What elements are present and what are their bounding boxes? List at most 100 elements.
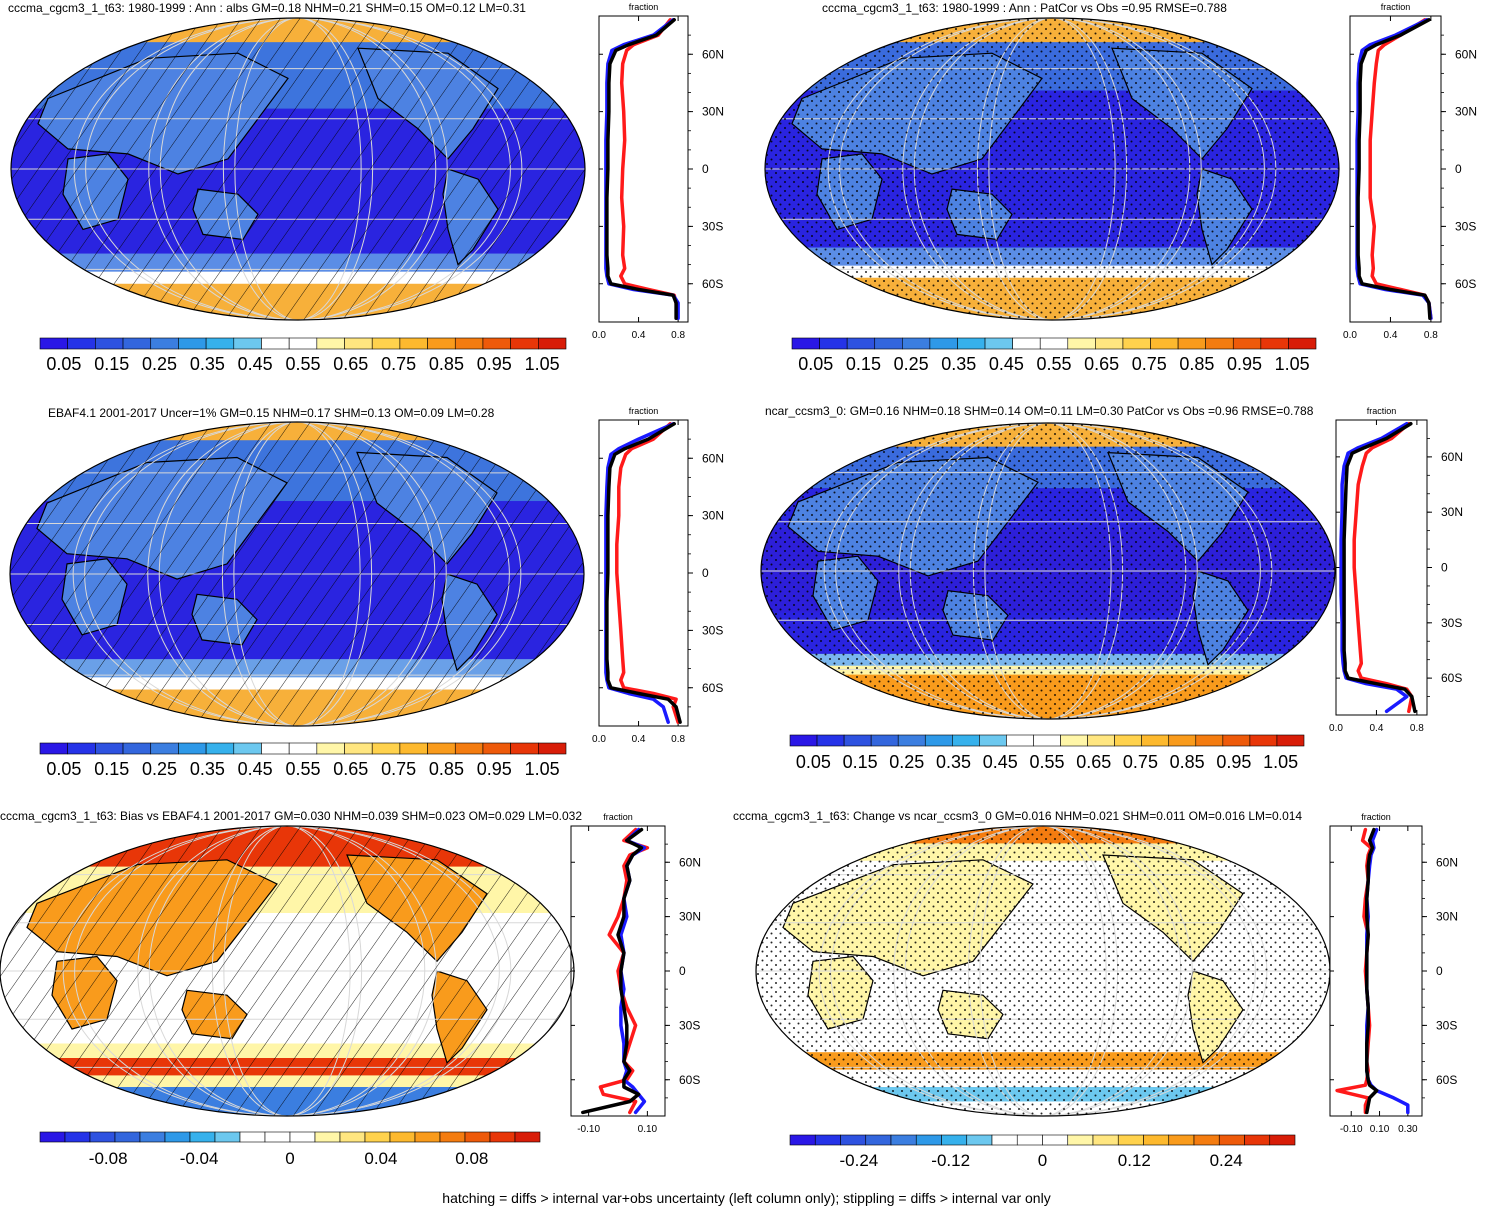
colorbar-swatch <box>233 337 262 350</box>
colorbar-swatch <box>1168 734 1197 747</box>
panel-title: EBAF4.1 2001-2017 Uncer=1% GM=0.15 NHM=0… <box>48 406 495 420</box>
colorbar-label: 0.45 <box>989 354 1024 374</box>
colorbar-swatch <box>364 1131 391 1143</box>
panel-2: cccma_cgcm3_1_t63: 1980-1999 : Ann : Pat… <box>764 1 1477 374</box>
zonal-series-1 <box>619 18 679 320</box>
colorbar-swatch <box>991 1134 1018 1146</box>
colorbar-label: 0.35 <box>190 759 225 779</box>
colorbar-swatch <box>1218 1134 1245 1146</box>
colorbar-label: 0.55 <box>1029 752 1064 772</box>
zonal-series-1 <box>615 422 680 724</box>
zonal-series-2 <box>1365 827 1410 1115</box>
panel-title: cccma_cgcm3_1_t63: 1980-1999 : Ann : alb… <box>8 1 526 15</box>
zonal-xlabel: fraction <box>1381 2 1411 12</box>
colorbar-label: 0.85 <box>1179 354 1214 374</box>
figure-footnote: hatching = diffs > internal var+obs unce… <box>442 1190 1051 1206</box>
colorbar-label: 0.85 <box>1170 752 1205 772</box>
zonal-ytick-label: 30N <box>702 509 724 523</box>
stippling-overlay <box>756 826 1330 1116</box>
colorbar-label: 0.45 <box>238 759 273 779</box>
colorbar-label: 0.15 <box>846 354 881 374</box>
map-field <box>765 18 1339 320</box>
colorbar-label: 0.35 <box>936 752 971 772</box>
hatching-overlay <box>0 826 574 1116</box>
colorbar-swatch <box>482 337 511 350</box>
colorbar-swatch <box>984 337 1013 350</box>
colorbar-swatch <box>1087 734 1115 747</box>
zonal-xtick-label: 0.4 <box>1369 723 1383 734</box>
colorbar-swatch <box>843 734 872 747</box>
zonal-xtick-label: 0.0 <box>592 734 606 745</box>
colorbar-swatch <box>510 337 539 350</box>
colorbar-swatch <box>288 742 318 755</box>
colorbar-swatch <box>1143 1134 1170 1146</box>
zonal-ytick-label: 60N <box>1441 450 1463 464</box>
colorbar-swatch <box>414 1131 441 1143</box>
colorbar-swatch <box>1195 734 1224 747</box>
colorbar-label: 0.75 <box>381 354 416 374</box>
colorbar-label: 0.95 <box>477 759 512 779</box>
colorbar-swatch <box>1249 734 1278 747</box>
zonal-ytick-label: 30N <box>1441 505 1463 519</box>
hatching-overlay <box>10 422 584 726</box>
colorbar-label: 0.15 <box>843 752 878 772</box>
zonal-ytick-label: 60N <box>702 47 724 61</box>
zonal-xlabel: fraction <box>1367 406 1397 416</box>
zonal-ytick-label: 30N <box>1436 910 1458 924</box>
panel-title: cccma_cgcm3_1_t63: Change vs ncar_ccsm3_… <box>733 809 1302 823</box>
zonal-ytick-label: 60N <box>1455 47 1477 61</box>
zonal-xtick-label: -0.10 <box>577 1124 600 1135</box>
colorbar-label: 0 <box>285 1149 294 1168</box>
colorbar-swatch <box>389 1131 416 1143</box>
colorbar-label: 0.08 <box>455 1149 488 1168</box>
zonal-xtick-label: 0.0 <box>1329 723 1343 734</box>
colorbar-label: 0.24 <box>1210 1151 1243 1170</box>
colorbar-swatch <box>344 337 373 350</box>
colorbar-swatch <box>929 337 958 350</box>
map-field <box>756 826 1330 1116</box>
colorbar-swatch <box>39 1131 66 1143</box>
colorbar-label: 1.05 <box>525 759 560 779</box>
colorbar-swatch <box>870 734 899 747</box>
colorbar-swatch <box>122 742 152 755</box>
map-outline <box>9 421 585 727</box>
zonal-xtick-label: 0.0 <box>1343 330 1357 341</box>
colorbar-swatch <box>489 1131 516 1143</box>
zonal-ytick-label: 0 <box>1455 162 1462 176</box>
colorbar-label: 0.05 <box>796 752 831 772</box>
colorbar-label: -0.08 <box>89 1149 128 1168</box>
colorbar-swatch <box>178 337 207 350</box>
colorbar-label: 0.25 <box>889 752 924 772</box>
zonal-xtick-label: 0.8 <box>1424 330 1438 341</box>
colorbar-label: 0.15 <box>94 759 129 779</box>
colorbar-swatch <box>816 734 845 747</box>
map-outline <box>760 422 1336 720</box>
colorbar-label: 0.04 <box>364 1149 397 1168</box>
colorbar-swatch <box>915 1134 942 1146</box>
zonal-mean-plot: fraction -0.10 0.10 60N 30N 0 30S 60S <box>570 812 701 1135</box>
colorbar-label: 1.05 <box>1275 354 1310 374</box>
zonal-xlabel: fraction <box>629 2 659 12</box>
colorbar-swatch <box>427 337 456 350</box>
colorbar-swatch <box>1222 734 1251 747</box>
zonal-xtick-label: -0.10 <box>1340 1124 1363 1135</box>
zonal-ytick-label: 0 <box>1436 964 1443 978</box>
colorbar-label: -0.24 <box>839 1151 878 1170</box>
colorbar-swatch <box>890 1134 917 1146</box>
panel-1: cccma_cgcm3_1_t63: 1980-1999 : Ann : alb… <box>8 1 724 374</box>
zonal-xtick-label: 0.10 <box>1370 1124 1390 1135</box>
colorbar-swatch <box>840 1134 867 1146</box>
colorbar-swatch <box>1060 734 1088 747</box>
colorbar-label: 0.85 <box>429 759 464 779</box>
zonal-xtick-label: 0.8 <box>1410 723 1424 734</box>
zonal-ytick-label: 60S <box>1436 1073 1457 1087</box>
colorbar-swatch <box>454 337 484 350</box>
colorbar-swatch <box>316 742 345 755</box>
colorbar-swatch <box>344 742 373 755</box>
zonal-ytick-label: 60S <box>679 1073 700 1087</box>
zonal-series-3 <box>1365 827 1379 1115</box>
colorbar-swatch <box>1016 1134 1043 1146</box>
colorbar-swatch <box>1012 337 1041 350</box>
colorbar-swatch <box>214 1131 241 1143</box>
colorbar-swatch <box>1067 337 1096 350</box>
